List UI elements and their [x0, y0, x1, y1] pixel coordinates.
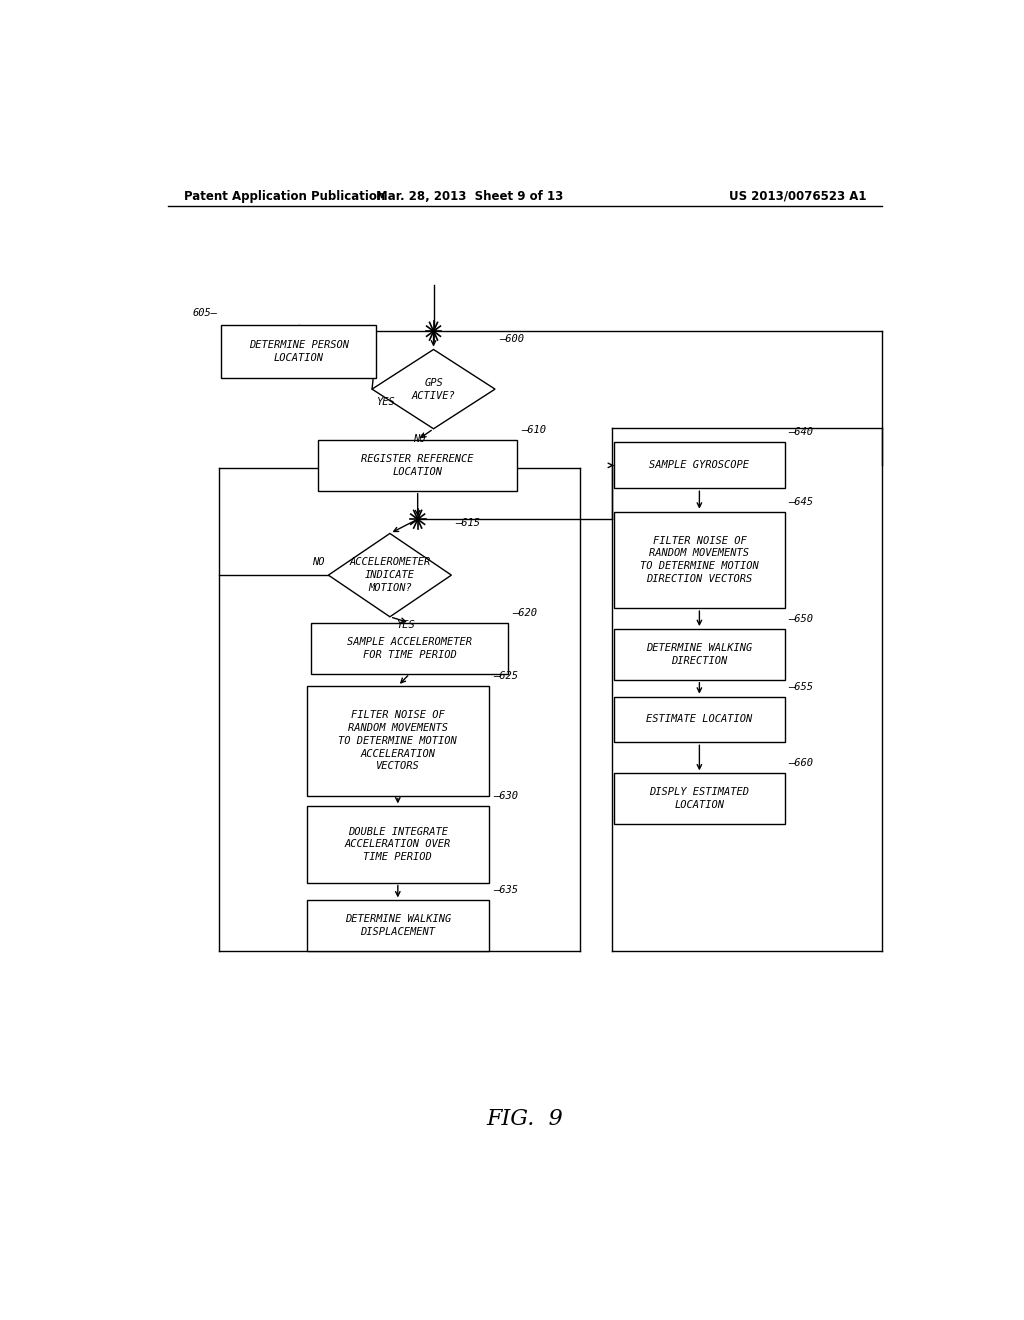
Text: DETERMINE WALKING
DISPLACEMENT: DETERMINE WALKING DISPLACEMENT [345, 915, 451, 937]
Text: Patent Application Publication: Patent Application Publication [183, 190, 385, 202]
Text: US 2013/0076523 A1: US 2013/0076523 A1 [728, 190, 866, 202]
FancyBboxPatch shape [311, 623, 508, 673]
Text: —650: —650 [788, 614, 814, 624]
Text: —610: —610 [521, 425, 546, 434]
FancyBboxPatch shape [318, 440, 517, 491]
FancyBboxPatch shape [306, 900, 489, 952]
Text: Mar. 28, 2013  Sheet 9 of 13: Mar. 28, 2013 Sheet 9 of 13 [376, 190, 563, 202]
Text: —625: —625 [494, 671, 518, 681]
FancyBboxPatch shape [614, 512, 784, 609]
Text: FILTER NOISE OF
RANDOM MOVEMENTS
TO DETERMINE MOTION
ACCELERATION
VECTORS: FILTER NOISE OF RANDOM MOVEMENTS TO DETE… [339, 710, 457, 771]
FancyBboxPatch shape [221, 325, 376, 378]
Text: FILTER NOISE OF
RANDOM MOVEMENTS
TO DETERMINE MOTION
DIRECTION VECTORS: FILTER NOISE OF RANDOM MOVEMENTS TO DETE… [640, 536, 759, 583]
Text: —655: —655 [788, 681, 814, 692]
Text: —645: —645 [788, 496, 814, 507]
FancyBboxPatch shape [614, 774, 784, 824]
Text: DETERMINE PERSON
LOCATION: DETERMINE PERSON LOCATION [249, 341, 348, 363]
FancyBboxPatch shape [614, 630, 784, 680]
Text: NO: NO [413, 434, 426, 444]
Text: DETERMINE WALKING
DIRECTION: DETERMINE WALKING DIRECTION [646, 643, 753, 665]
Text: GPS
ACTIVE?: GPS ACTIVE? [412, 378, 456, 400]
Text: —660: —660 [788, 758, 814, 768]
Text: YES: YES [376, 397, 394, 408]
Text: ACCELEROMETER
INDICATE
MOTION?: ACCELEROMETER INDICATE MOTION? [349, 557, 430, 593]
Text: ESTIMATE LOCATION: ESTIMATE LOCATION [646, 714, 753, 725]
Text: DISPLY ESTIMATED
LOCATION: DISPLY ESTIMATED LOCATION [649, 787, 750, 810]
Text: FIG.  9: FIG. 9 [486, 1107, 563, 1130]
Text: 605—: 605— [193, 308, 217, 318]
Text: —630: —630 [494, 791, 518, 801]
Text: —615: —615 [456, 519, 480, 528]
Polygon shape [329, 533, 452, 616]
Text: NO: NO [312, 557, 325, 568]
Text: SAMPLE ACCELEROMETER
FOR TIME PERIOD: SAMPLE ACCELEROMETER FOR TIME PERIOD [347, 638, 472, 660]
Text: REGISTER REFERENCE
LOCATION: REGISTER REFERENCE LOCATION [361, 454, 474, 477]
FancyBboxPatch shape [306, 686, 489, 796]
Polygon shape [372, 350, 495, 429]
FancyBboxPatch shape [306, 807, 489, 883]
FancyBboxPatch shape [614, 697, 784, 742]
Text: YES: YES [396, 620, 415, 630]
Text: DOUBLE INTEGRATE
ACCELERATION OVER
TIME PERIOD: DOUBLE INTEGRATE ACCELERATION OVER TIME … [345, 826, 451, 862]
Text: SAMPLE GYROSCOPE: SAMPLE GYROSCOPE [649, 461, 750, 470]
Text: —640: —640 [788, 428, 814, 437]
Text: —635: —635 [494, 886, 518, 895]
Text: —620: —620 [512, 607, 538, 618]
Text: —600: —600 [499, 334, 524, 345]
FancyBboxPatch shape [614, 442, 784, 488]
